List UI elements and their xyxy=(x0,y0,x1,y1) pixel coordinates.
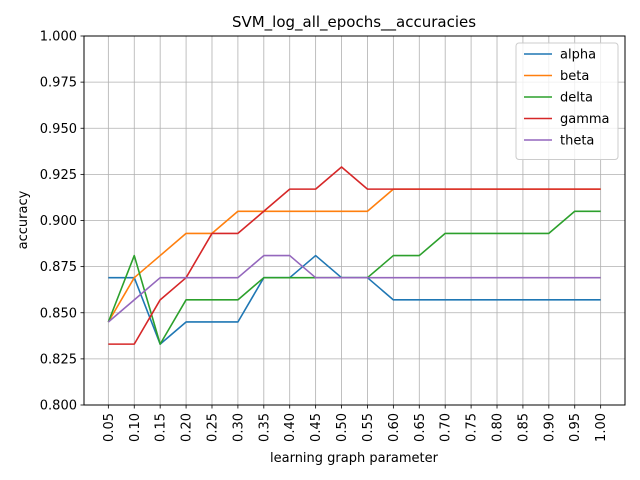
x-tick-label: 0.35 xyxy=(257,413,272,442)
y-tick-label: 0.925 xyxy=(40,168,77,183)
legend-label-delta: delta xyxy=(560,91,593,106)
y-tick-label: 1.000 xyxy=(40,30,77,45)
y-tick-label: 0.975 xyxy=(40,76,77,91)
y-tick-label: 0.850 xyxy=(40,306,77,321)
x-tick-label: 0.20 xyxy=(180,413,195,442)
x-tick-label: 0.40 xyxy=(283,413,298,442)
legend-label-beta: beta xyxy=(560,69,589,84)
legend-label-gamma: gamma xyxy=(560,112,610,127)
series-line-alpha xyxy=(108,254,601,345)
y-tick-label: 0.900 xyxy=(40,214,77,229)
x-tick-label: 0.25 xyxy=(205,413,220,442)
x-tick-label: 0.55 xyxy=(361,413,376,442)
chart-title: SVM_log_all_epochs__accuracies xyxy=(232,13,476,32)
y-tick-label: 0.950 xyxy=(40,122,77,137)
x-tick-label: 0.90 xyxy=(542,413,557,442)
x-tick-label: 0.50 xyxy=(335,413,350,442)
x-tick-label: 0.65 xyxy=(413,413,428,442)
x-tick-label: 0.85 xyxy=(516,413,531,442)
legend-box xyxy=(515,42,619,160)
y-axis-label: accuracy xyxy=(16,190,31,249)
y-tick-label: 0.825 xyxy=(40,352,77,367)
x-tick-label: 0.75 xyxy=(465,413,480,442)
legend-label-alpha: alpha xyxy=(560,48,596,63)
x-tick-label: 0.45 xyxy=(309,413,324,442)
legend: alpha beta delta gamma theta xyxy=(515,42,619,160)
x-tick-label: 0.70 xyxy=(439,413,454,442)
y-axis-ticks: 0.800 0.825 0.850 0.875 0.900 0.925 0.950 0.975… xyxy=(40,30,84,414)
x-tick-label: 0.05 xyxy=(102,413,117,442)
y-tick-label: 0.875 xyxy=(40,260,77,275)
x-axis-ticks: 0.05 0.10 0.15 0.20 0.25 0.30 0.35 0.40 0.45 0.50… xyxy=(102,405,609,442)
x-tick-label: 0.10 xyxy=(128,413,143,442)
x-tick-label: 0.15 xyxy=(154,413,169,442)
x-tick-label: 0.80 xyxy=(491,413,506,442)
series-lines xyxy=(107,166,601,345)
grid xyxy=(84,35,625,406)
x-tick-label: 0.95 xyxy=(568,413,583,442)
legend-label-theta: theta xyxy=(560,134,594,149)
x-tick-label: 0.60 xyxy=(387,413,402,442)
series-line-beta xyxy=(107,188,601,323)
x-tick-label: 0.30 xyxy=(231,413,246,442)
x-axis-label: learning graph parameter xyxy=(270,451,439,466)
y-tick-label: 0.800 xyxy=(40,399,77,414)
x-tick-label: 1.00 xyxy=(594,413,609,442)
series-line-theta xyxy=(107,254,601,323)
series-line-gamma xyxy=(108,166,601,345)
